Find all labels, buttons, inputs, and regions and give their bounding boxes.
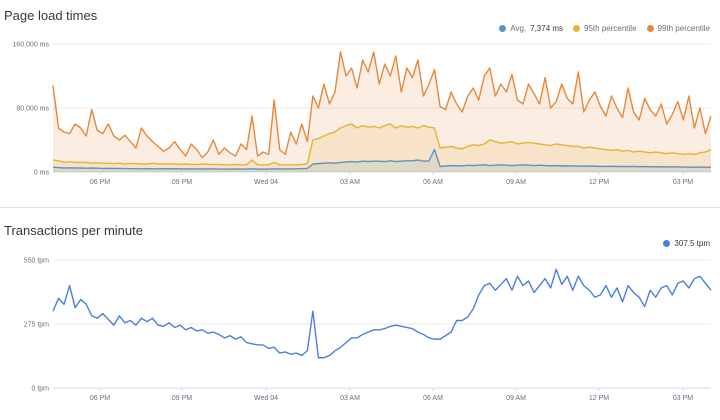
y-tick-label: 80,000 ms — [16, 106, 49, 113]
legend-label-p95: 95th percentile — [584, 24, 637, 33]
transactions-chart[interactable]: 0 tpm 275 tpm 550 tpm 06 PM 09 PM Wed 04 03 AM… — [0, 215, 720, 420]
y-tick-label: 275 tpm — [24, 322, 49, 329]
legend-swatch-p95 — [573, 25, 581, 32]
x-tick-label: 09 AM — [506, 395, 526, 402]
series-line-tpm — [52, 268, 712, 359]
chart-legend: 307.5 tpm — [663, 239, 710, 248]
series-area-95th-percentile — [53, 124, 711, 172]
legend-item-tpm[interactable]: 307.5 tpm — [663, 239, 710, 248]
legend-swatch-p99 — [646, 25, 654, 32]
x-tick-label: 12 PM — [589, 179, 609, 186]
chart-title: Transactions per minute — [4, 223, 143, 238]
x-tick-label: 09 PM — [172, 395, 192, 402]
chart-title: Page load times — [4, 8, 98, 23]
y-tick-label: 550 tpm — [24, 258, 49, 265]
series-area-avg — [53, 149, 711, 172]
page-load-chart[interactable]: 0 ms 80,000 ms 160,000 ms 06 PM 09 PM Wed 04 0… — [0, 0, 720, 205]
x-tick-label: 06 AM — [423, 395, 443, 402]
chart-legend: Avg. 7,374 ms 95th percentile 99th perce… — [499, 24, 710, 33]
legend-item-p99[interactable]: 99th percentile — [646, 24, 710, 33]
legend-swatch-tpm — [663, 240, 671, 247]
legend-label-p99: 99th percentile — [657, 24, 710, 33]
transactions-panel: Transactions per minute 307.5 tpm 0 tpm 2… — [0, 215, 720, 420]
legend-value-tpm: 307.5 tpm — [674, 239, 710, 248]
legend-item-avg[interactable]: Avg. 7,374 ms — [499, 24, 563, 33]
y-tick-label: 0 ms — [34, 170, 50, 177]
series-line-99th-percentile — [52, 51, 712, 159]
legend-label-avg: Avg. — [510, 24, 527, 33]
series-area-99th-percentile — [53, 52, 711, 172]
x-tick-label: 03 PM — [673, 179, 693, 186]
y-tick-label: 0 tpm — [31, 386, 49, 393]
legend-item-p95[interactable]: 95th percentile — [573, 24, 637, 33]
y-tick-label: 160,000 ms — [12, 42, 49, 49]
panel-divider — [0, 207, 720, 208]
x-tick-label: 06 PM — [90, 179, 110, 186]
x-tick-label: 03 AM — [340, 179, 360, 186]
x-tick-label: 12 PM — [589, 395, 609, 402]
x-tick-label: 03 AM — [340, 395, 360, 402]
legend-value-avg: 7,374 ms — [530, 24, 564, 33]
x-tick-label: 06 PM — [90, 395, 110, 402]
x-tick-label: 09 PM — [172, 179, 192, 186]
series-line-avg — [52, 148, 711, 170]
x-tick-label: Wed 04 — [254, 179, 278, 186]
x-tick-label: 09 AM — [506, 179, 526, 186]
series-line-95th-percentile — [52, 123, 712, 166]
x-tick-label: 03 PM — [673, 395, 693, 402]
page-load-times-panel: Page load times Avg. 7,374 ms 95th perce… — [0, 0, 720, 205]
legend-swatch-avg — [499, 25, 507, 32]
x-tick-label: Wed 04 — [254, 395, 278, 402]
x-tick-label: 06 AM — [423, 179, 443, 186]
